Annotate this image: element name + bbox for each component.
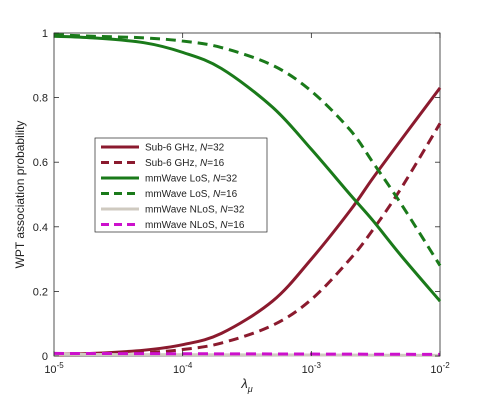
y-tick-label-1: 0: [42, 351, 48, 363]
series-line-1: [53, 87, 442, 356]
y-tick-label-4: 0.6: [33, 157, 48, 169]
legend-label-5: mmWave NLoS, N=32: [145, 205, 245, 216]
legend: Sub-6 GHz, N=32 Sub-6 GHz, N=16 mmWave LoS…: [94, 137, 268, 233]
y-tick-label-5: 0.8: [33, 93, 48, 105]
y-tick-label-2: 0.2: [33, 286, 48, 298]
x-tick-label-4: 10-2: [430, 361, 450, 376]
x-tick-label-1: 10-5: [44, 361, 64, 376]
series-line-6: [53, 351, 441, 356]
legend-label-6: mmWave NLoS, N=16: [145, 220, 245, 231]
legend-box: [94, 137, 268, 233]
y-tick-label-6: 1: [42, 28, 48, 40]
y-axis-label: WPT association probability: [13, 121, 27, 269]
x-axis-label: λμ: [240, 376, 252, 394]
legend-label-4: mmWave LoS, N=16: [145, 189, 238, 200]
legend-label-3: mmWave LoS, N=32: [145, 174, 238, 185]
legend-label-2: Sub-6 GHz, N=16: [145, 158, 225, 169]
series-line-3: [53, 34, 442, 303]
x-axis-label-sub: μ: [247, 384, 253, 394]
x-tick-label-3: 10-3: [302, 361, 322, 376]
y-tick-label-3: 0.4: [33, 222, 48, 234]
tick-layer: 10-5 10-4 10-3 10-2 0 0.2 0.4 0.6 0.8 1: [33, 28, 451, 376]
legend-label-1: Sub-6 GHz, N=32: [145, 143, 225, 154]
x-tick-label-2: 10-4: [173, 361, 193, 376]
series-layer: [53, 33, 442, 357]
x-axis-label-main: λ: [240, 376, 247, 391]
